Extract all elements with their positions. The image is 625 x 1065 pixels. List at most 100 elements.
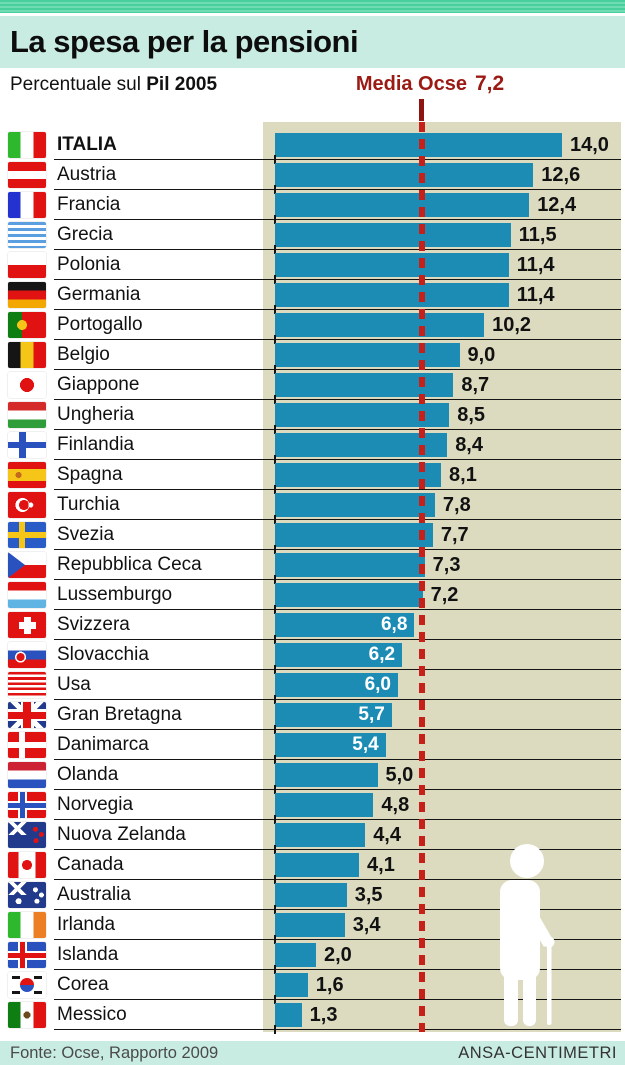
country-row: Francia 12,4	[0, 190, 625, 224]
axis-tick	[274, 335, 276, 344]
country-label: Gran Bretagna	[57, 704, 182, 725]
value-bar: 6,2	[275, 643, 403, 667]
country-row: Finlandia 8,4	[0, 430, 625, 464]
country-label: Grecia	[57, 224, 113, 245]
value-bar: 5,7	[275, 703, 392, 727]
axis-tick	[274, 635, 276, 644]
value-bar	[275, 163, 534, 187]
country-label: Corea	[57, 974, 109, 995]
value-label: 5,7	[358, 704, 385, 725]
value-bar	[275, 253, 509, 277]
value-bar	[275, 343, 460, 367]
row-separator	[54, 968, 621, 970]
new-zealand-flag-icon	[8, 822, 46, 848]
value-label: 11,4	[516, 254, 555, 276]
country-row: Portogallo 10,2	[0, 310, 625, 344]
row-separator	[54, 518, 621, 520]
value-bar	[275, 373, 454, 397]
value-label: 12,6	[541, 164, 581, 186]
value-bar	[275, 793, 374, 817]
austria-flag-icon	[8, 162, 46, 188]
country-label: Finlandia	[57, 434, 135, 455]
country-label: Lussemburgo	[57, 584, 173, 605]
country-label: Irlanda	[57, 914, 116, 935]
value-label: 11,5	[518, 224, 557, 246]
row-separator	[54, 998, 621, 1000]
axis-tick	[274, 425, 276, 434]
row-separator	[54, 218, 621, 220]
axis-tick	[274, 215, 276, 224]
greece-flag-icon	[8, 222, 46, 248]
country-label: Olanda	[57, 764, 119, 785]
source-text: Fonte: Ocse, Rapporto 2009	[10, 1044, 219, 1062]
row-separator	[54, 908, 621, 910]
top-decor-strip	[0, 0, 625, 13]
axis-tick	[274, 695, 276, 704]
country-label: Canada	[57, 854, 124, 875]
row-separator	[54, 878, 621, 880]
axis-tick	[274, 245, 276, 254]
reference-line-pointer	[419, 99, 424, 121]
axis-tick	[274, 365, 276, 374]
row-separator	[54, 638, 621, 640]
value-label: 12,4	[537, 194, 577, 216]
reference-label-text: Media Ocse	[355, 73, 467, 95]
row-separator	[54, 428, 621, 430]
japan-flag-icon	[8, 372, 46, 398]
axis-tick	[274, 605, 276, 614]
row-separator	[54, 848, 621, 850]
value-label: 8,1	[449, 464, 477, 486]
poland-flag-icon	[8, 252, 46, 278]
axis-tick	[274, 935, 276, 944]
country-label: Danimarca	[57, 734, 149, 755]
elderly-person-cane-icon	[500, 844, 555, 1026]
row-separator	[54, 398, 621, 400]
row-separator	[54, 608, 621, 610]
reference-dashed-line	[419, 122, 425, 1032]
value-bar: 5,4	[275, 733, 386, 757]
country-row: Germania 11,4	[0, 280, 625, 314]
slovakia-flag-icon	[8, 642, 46, 668]
axis-tick	[274, 755, 276, 764]
country-label: ITALIA	[57, 134, 117, 155]
value-label: 14,0	[570, 134, 609, 156]
spain-flag-icon	[8, 462, 46, 488]
row-separator	[54, 248, 621, 250]
netherlands-flag-icon	[8, 762, 46, 788]
country-label: Germania	[57, 284, 141, 305]
axis-tick	[274, 155, 276, 164]
value-bar	[275, 1003, 302, 1027]
country-row: Ungheria 8,5	[0, 400, 625, 434]
row-separator	[54, 818, 621, 820]
row-separator	[54, 488, 621, 490]
country-label: Australia	[57, 884, 131, 905]
value-label: 10,2	[492, 314, 532, 336]
ireland-flag-icon	[8, 912, 46, 938]
luxembourg-flag-icon	[8, 582, 46, 608]
value-label: 6,2	[368, 644, 396, 665]
value-label: 6,0	[364, 674, 391, 695]
value-bar	[275, 193, 530, 217]
country-label: Austria	[57, 164, 117, 185]
value-label: 9,0	[467, 344, 496, 366]
value-bar	[275, 553, 425, 577]
country-row: Irlanda 3,4	[0, 910, 625, 944]
country-label: Norvegia	[57, 794, 134, 815]
country-label: Messico	[57, 1004, 127, 1025]
value-label: 3,5	[354, 884, 383, 906]
credit-text: ANSA-CENTIMETRI	[458, 1044, 617, 1062]
france-flag-icon	[8, 192, 46, 218]
turkey-flag-icon	[8, 492, 46, 518]
country-label: Repubblica Ceca	[57, 554, 202, 575]
country-label: Nuova Zelanda	[57, 824, 186, 845]
country-label: Slovacchia	[57, 644, 149, 665]
sweden-flag-icon	[8, 522, 46, 548]
country-label: Svezia	[57, 524, 115, 545]
iceland-flag-icon	[8, 942, 46, 968]
row-separator	[54, 728, 621, 730]
value-bar	[275, 133, 562, 157]
switzerland-flag-icon	[8, 612, 46, 638]
page-title: La spesa per la pensioni	[10, 24, 359, 59]
portugal-flag-icon	[8, 312, 46, 338]
value-bar	[275, 943, 316, 967]
